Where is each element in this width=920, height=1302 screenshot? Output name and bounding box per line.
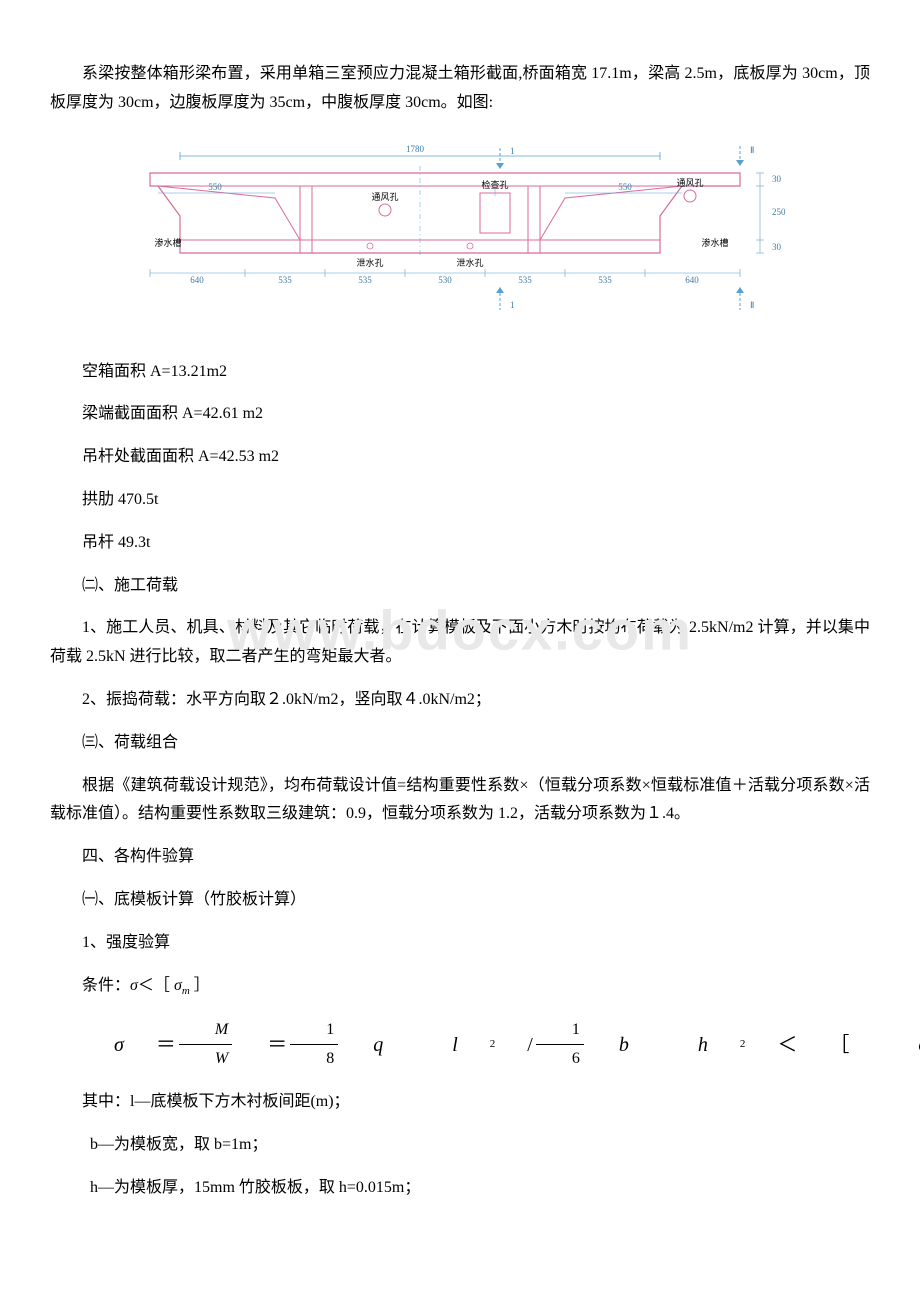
hanger-area: 吊杆处截面面积 A=42.53 m2 — [50, 443, 870, 472]
svg-text:640: 640 — [685, 275, 699, 285]
svg-text:530: 530 — [438, 275, 452, 285]
where-l: 其中：l—底模板下方木衬板间距(m)； — [50, 1088, 870, 1117]
svg-text:535: 535 — [358, 275, 372, 285]
section2-p1: 1、施工人员、机具、材料及其它临时荷载，在计算模板及下面小方木时按均布荷载为 2… — [50, 614, 870, 672]
beam-end-area: 梁端截面面积 A=42.61 m2 — [50, 400, 870, 429]
hollow-area: 空箱面积 A=13.21m2 — [50, 358, 870, 387]
marker-bottom: 1 — [510, 300, 515, 310]
vent-left-label: 通风孔 — [371, 192, 398, 202]
condition-line: 条件：σ＜［ σm ］ — [50, 972, 870, 1002]
seep-left: 渗水槽 — [154, 237, 181, 248]
svg-text:250: 250 — [772, 207, 786, 217]
section3-title: ㈢、荷载组合 — [50, 729, 870, 758]
marker-top: 1 — [510, 146, 515, 156]
vent-right-label: 通风孔 — [676, 178, 703, 188]
seep-right: 渗水槽 — [701, 237, 728, 248]
drain-right: 泄水孔 — [456, 257, 483, 268]
diagram-container: 1780 Ⅱ 1 — [50, 138, 870, 328]
arch-rib: 拱肋 470.5t — [50, 486, 870, 515]
svg-text:30: 30 — [772, 174, 782, 184]
svg-text:535: 535 — [278, 275, 292, 285]
section4-p1: 1、强度验算 — [50, 929, 870, 958]
section4-title: 四、各构件验算 — [50, 843, 870, 872]
dim-top: 1780 — [406, 144, 425, 154]
section-top: Ⅱ — [750, 145, 754, 155]
section3-p1: 根据《建筑荷载设计规范》，均布荷载设计值=结构重要性系数×（恒载分项系数×恒载标… — [50, 772, 870, 830]
box-girder-diagram: 1780 Ⅱ 1 — [100, 138, 820, 328]
svg-text:550: 550 — [208, 182, 222, 192]
intro-paragraph: 系梁按整体箱形梁布置，采用单箱三室预应力混凝土箱形截面,桥面箱宽 17.1m，梁… — [50, 60, 870, 118]
hanger-rod: 吊杆 49.3t — [50, 529, 870, 558]
svg-text:550: 550 — [618, 182, 632, 192]
svg-text:535: 535 — [518, 275, 532, 285]
where-h: h—为模板厚，15mm 竹胶板板，取 h=0.015m； — [50, 1174, 870, 1203]
section-bottom: Ⅱ — [750, 300, 754, 310]
drain-left: 泄水孔 — [356, 257, 383, 268]
section2-p2: 2、振捣荷载：水平方向取２.0kN/m2，竖向取４.0kN/m2； — [50, 686, 870, 715]
section4-sub1: ㈠、底模板计算（竹胶板计算） — [50, 886, 870, 915]
where-b: b—为模板宽，取 b=1m； — [50, 1131, 870, 1160]
section2-title: ㈡、施工荷载 — [50, 572, 870, 601]
svg-text:640: 640 — [190, 275, 204, 285]
svg-text:535: 535 — [598, 275, 612, 285]
svg-text:30: 30 — [772, 242, 782, 252]
formula-main: σ ＝ M W ＝ 1 8 q l2 / 1 6 b h2 ＜ ［ σm ］ — [50, 1016, 870, 1075]
